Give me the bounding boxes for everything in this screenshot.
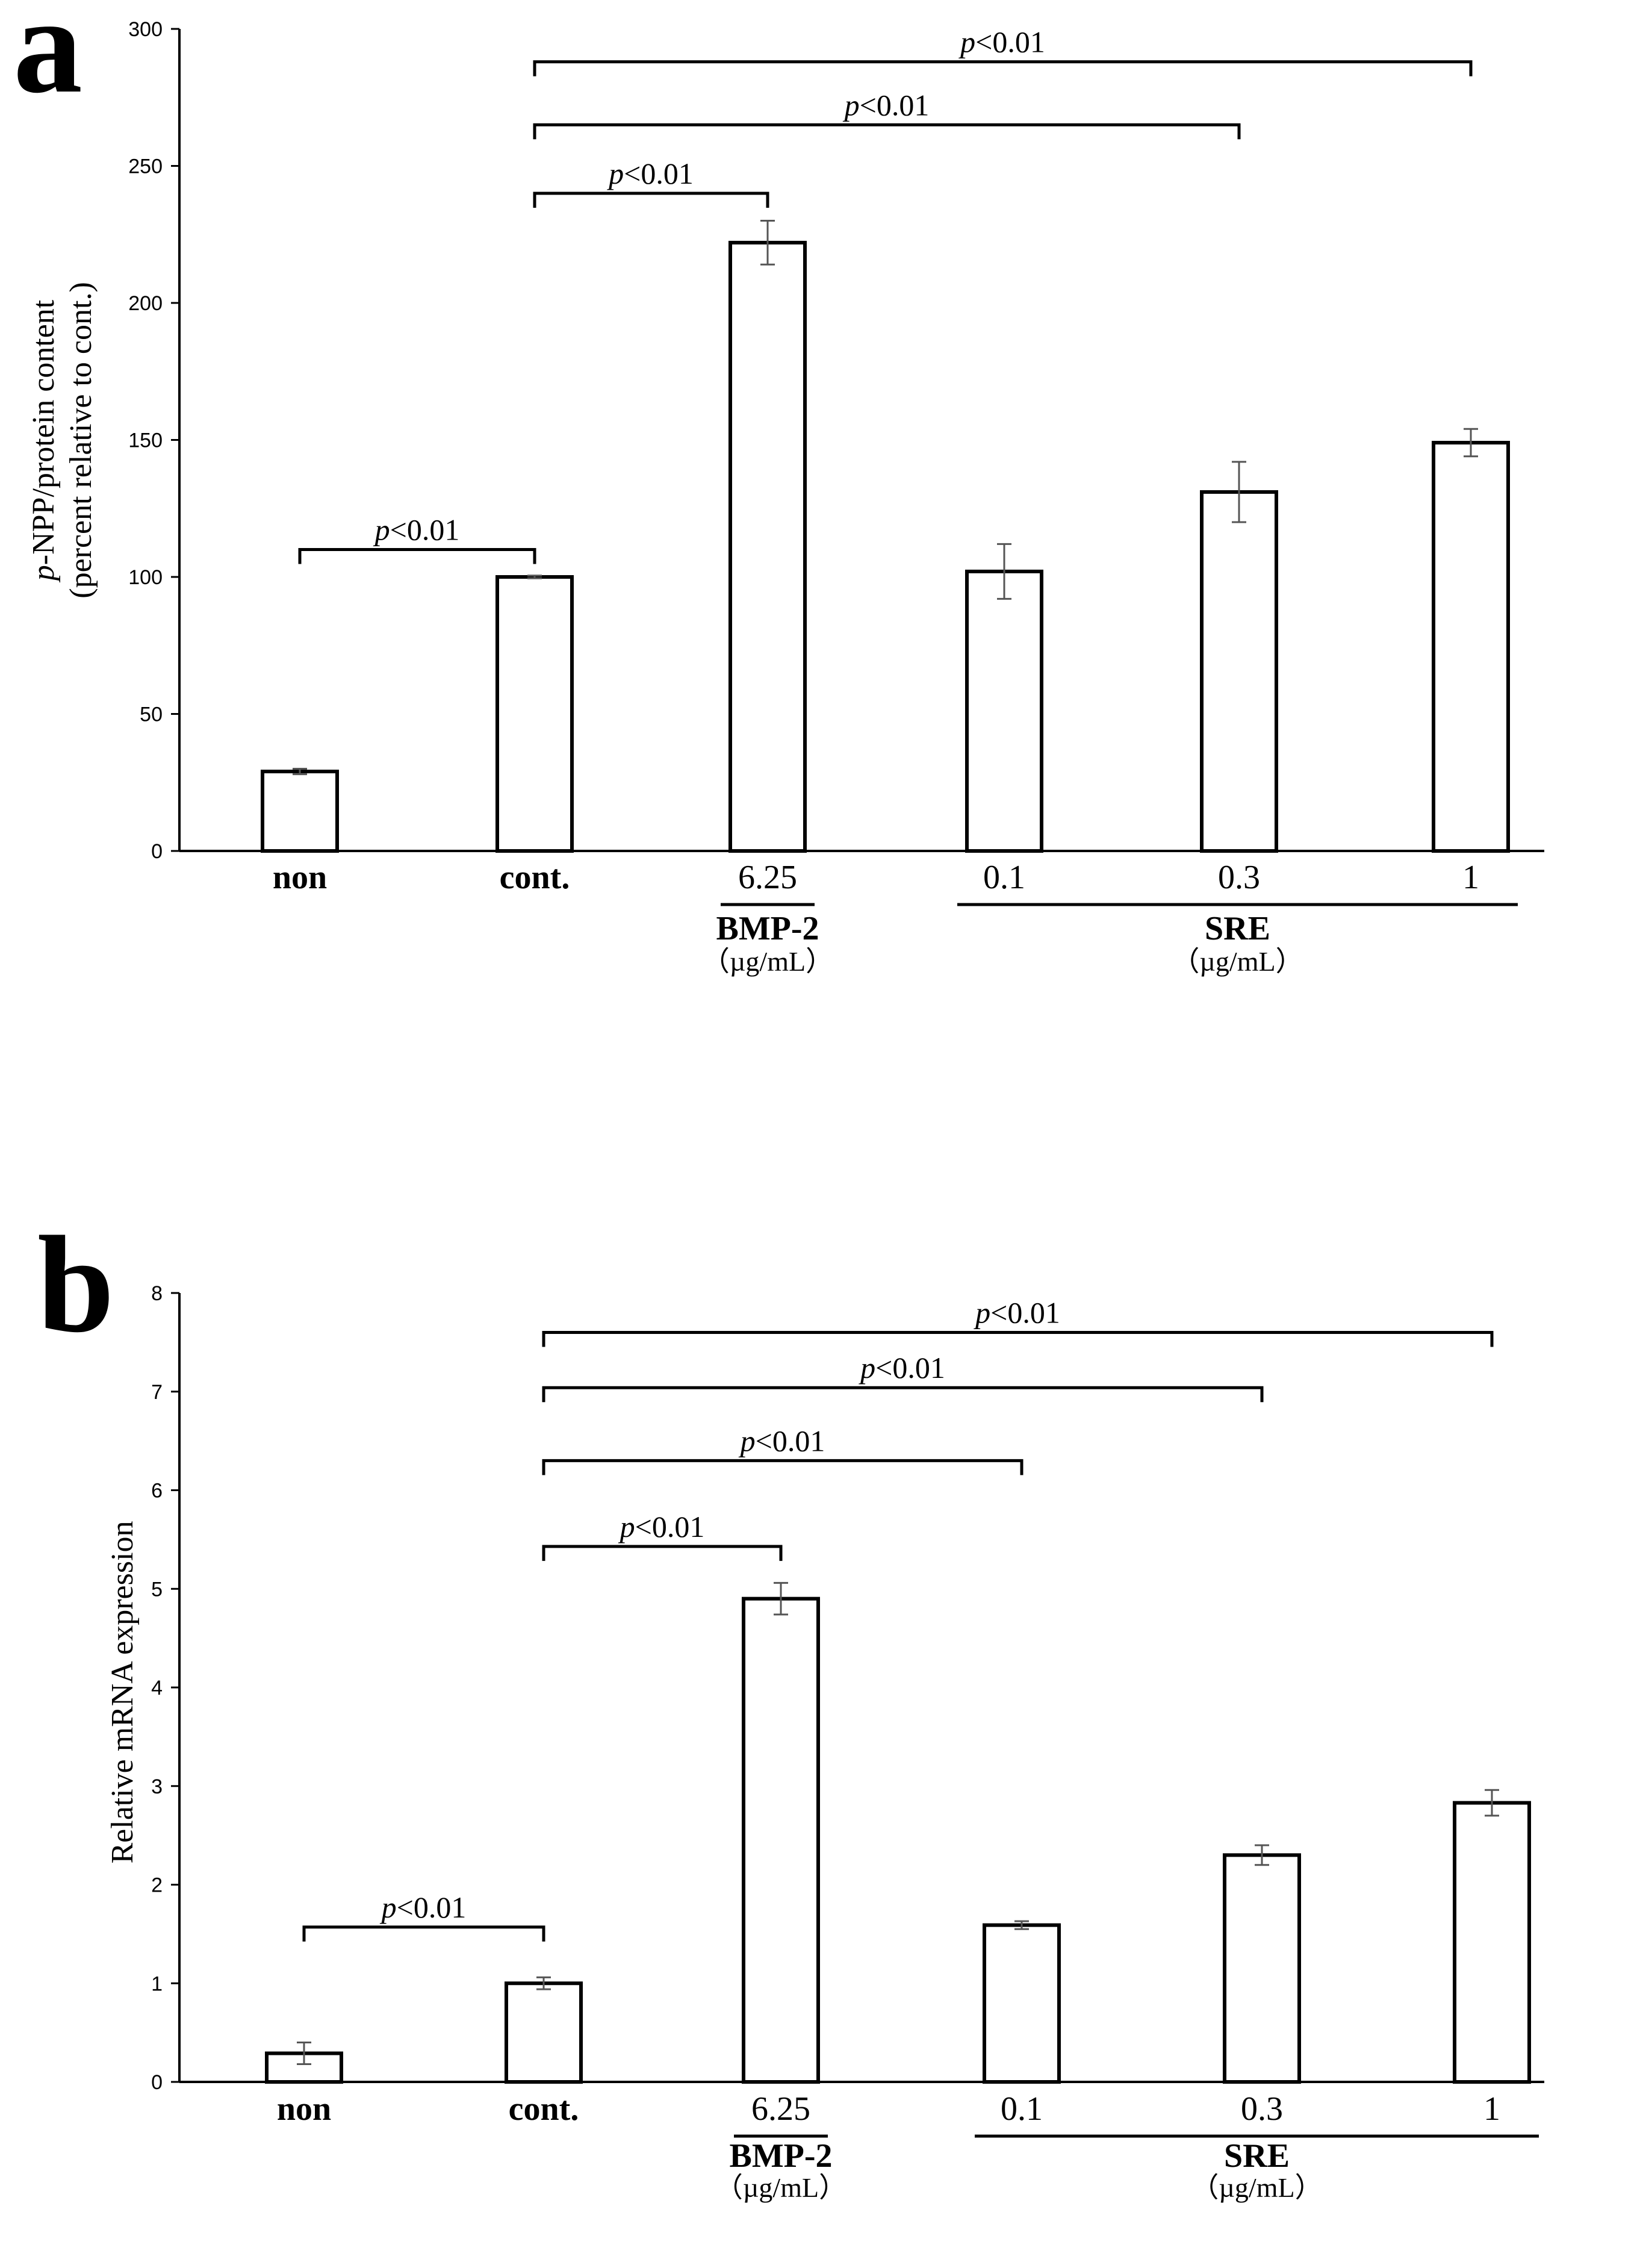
panel-b-significance-bracket <box>542 1331 1494 1347</box>
panel-b-category-label: 0.1 <box>1001 2090 1043 2128</box>
panel-b-significance-label: p<0.01 <box>859 1351 945 1385</box>
panel-b-y-tick-label: 3 <box>151 1775 163 1798</box>
panel-b-significance-label: p<0.01 <box>618 1510 705 1544</box>
panel-b-significance-bracket <box>302 1925 545 1942</box>
panel-a-category-label: 0.1 <box>983 859 1025 896</box>
panel-a-bar-4 <box>1200 490 1278 853</box>
panel-b-category-label: non <box>277 2090 331 2128</box>
panel-a-bar-2 <box>728 240 807 853</box>
panel-b-y-tick-label: 5 <box>151 1578 163 1601</box>
panel-b-group-unit: （µg/mL） <box>1191 2172 1322 2203</box>
panel-a-y-tick-label: 200 <box>128 292 163 315</box>
panel-b-y-tick-label: 8 <box>151 1282 163 1305</box>
panel-a-bar-5 <box>1432 441 1510 853</box>
panel-a-category-label: cont. <box>500 859 570 896</box>
panel-a-bar-0 <box>261 770 339 853</box>
panel-b-bar-5 <box>1453 1801 1531 2084</box>
panel-b-bar-4 <box>1223 1853 1301 2084</box>
panel-a-y-tick-label: 100 <box>128 566 163 589</box>
panel-b-significance-bracket <box>542 1459 1024 1475</box>
panel-b-category-label: cont. <box>509 2090 579 2128</box>
panel-a-category-label: 6.25 <box>738 859 797 896</box>
panel-a-y-axis-label: (percent relative to cont.) <box>64 282 98 599</box>
panel-a-category-label: non <box>273 859 327 896</box>
panel-a-group-label: BMP-2 <box>716 910 819 947</box>
panel-a-y-tick-label: 300 <box>128 18 163 41</box>
panel-a-label: a <box>13 0 82 122</box>
panel-b-group-unit: （µg/mL） <box>715 2172 846 2203</box>
panel-a-significance-bracket <box>533 192 769 208</box>
panel-b-y-tick-label: 6 <box>151 1480 163 1503</box>
panel-a-significance-label: p<0.01 <box>607 157 694 190</box>
panel-a-y-axis-label: p-NPP/protein content <box>26 299 61 583</box>
panel-b-group-label: BMP-2 <box>729 2137 832 2175</box>
panel-a-y-tick-label: 0 <box>151 840 163 863</box>
panel-a-significance-bracket <box>298 548 536 564</box>
panel-b-y-tick-label: 1 <box>151 1972 163 1995</box>
panel-b-y-tick-label: 0 <box>151 2071 163 2094</box>
panel-b-significance-label: p<0.01 <box>739 1424 825 1457</box>
panel-a-bar-3 <box>965 569 1043 853</box>
panel-a-significance-bracket <box>533 123 1241 140</box>
panel-a-group-unit: （µg/mL） <box>702 946 833 977</box>
panel-a-y-tick-label: 250 <box>128 155 163 178</box>
panel-a-category-label: 1 <box>1462 859 1479 896</box>
panel-b-bar-1 <box>505 1981 583 2084</box>
panel-b-y-tick-label: 2 <box>151 1874 163 1897</box>
panel-b-bar-3 <box>983 1923 1061 2084</box>
panel-a-significance-bracket <box>533 60 1473 76</box>
panel-b-category-label: 0.3 <box>1241 2090 1283 2128</box>
panel-a-category-label: 0.3 <box>1218 859 1260 896</box>
panel-b-group-label: SRE <box>1224 2137 1290 2175</box>
panel-b-significance-bracket <box>542 1545 783 1561</box>
panel-b-label: b <box>37 1207 114 1361</box>
panel-b-significance-label: p<0.01 <box>380 1890 467 1924</box>
panel-b-y-axis-label: Relative mRNA expression <box>105 1521 140 1863</box>
panel-b-y-tick-label: 4 <box>151 1677 163 1699</box>
panel-b-significance-bracket <box>542 1386 1264 1403</box>
panel-a-significance-label: p<0.01 <box>958 25 1045 59</box>
panel-b-chart: 0 1 2 3 4 5 6 7 8 Relative mRNA expression non cont… <box>105 1282 1544 2203</box>
panel-a-bar-1 <box>495 575 574 853</box>
panel-a-significance-label: p<0.01 <box>843 88 930 122</box>
panel-a-significance-label: p<0.01 <box>373 513 460 547</box>
panel-b-y-tick-label: 7 <box>151 1381 163 1404</box>
panel-b-significance-label: p<0.01 <box>974 1296 1060 1330</box>
panel-a-group-unit: （µg/mL） <box>1172 946 1303 977</box>
panel-b-bar-2 <box>742 1597 820 2084</box>
panel-b-category-label: 1 <box>1483 2090 1500 2128</box>
panel-a-y-tick-label: 150 <box>128 429 163 452</box>
panel-a-group-label: SRE <box>1205 910 1270 947</box>
panel-a-chart: 0 50 100 150 200 250 300 p-NPP/protein content(… <box>26 18 1544 977</box>
panel-b-category-label: 6.25 <box>751 2090 810 2128</box>
panel-a-y-tick-label: 50 <box>140 703 163 726</box>
